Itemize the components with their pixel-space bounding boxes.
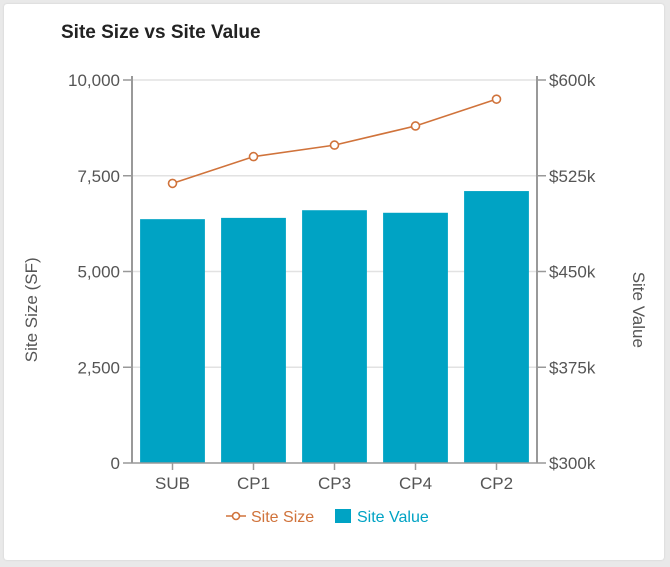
right-tick-label: $450k — [549, 263, 596, 282]
left-tick-label: 10,000 — [68, 71, 120, 90]
bar-cp3[interactable] — [302, 210, 367, 463]
x-tick-label-sub: SUB — [155, 474, 190, 493]
x-tick-label-cp1: CP1 — [237, 474, 270, 493]
left-tick-label: 7,500 — [77, 167, 120, 186]
x-tick-label-cp3: CP3 — [318, 474, 351, 493]
right-tick-label: $600k — [549, 71, 596, 90]
axes — [123, 76, 546, 470]
bar-cp2[interactable] — [464, 191, 529, 463]
left-tick-label: 5,000 — [77, 263, 120, 282]
legend-marker-swatch — [231, 511, 241, 521]
legend-label-site-value: Site Value — [357, 509, 429, 526]
legend-label-site-size: Site Size — [251, 509, 314, 526]
bar-cp4[interactable] — [383, 212, 448, 463]
site-size-point-cp1[interactable] — [248, 151, 259, 162]
axis-labels: 0 2,500 5,000 7,500 10,000 $300k $375k $450k $52… — [22, 71, 648, 493]
site-value-bars — [140, 191, 529, 463]
x-tick-label-cp2: CP2 — [480, 474, 513, 493]
bar-sub[interactable] — [140, 219, 205, 463]
bar-cp1[interactable] — [221, 217, 286, 463]
site-size-point-cp3[interactable] — [329, 140, 340, 150]
left-tick-label: 2,500 — [77, 358, 120, 377]
left-axis-title: Site Size (SF) — [22, 257, 41, 362]
x-tick-label-cp4: CP4 — [399, 474, 432, 493]
chart-title: Site Size vs Site Value — [61, 22, 261, 43]
legend[interactable]: Site Size Site Value — [226, 509, 429, 526]
site-size-point-cp2[interactable] — [491, 94, 502, 104]
legend-bar-swatch — [335, 509, 351, 523]
site-size-point-sub[interactable] — [167, 178, 178, 189]
site-size-line — [167, 94, 502, 189]
left-tick-label: 0 — [111, 454, 120, 473]
right-tick-label: $300k — [549, 454, 596, 473]
site-size-point-cp4[interactable] — [410, 121, 421, 131]
right-axis-title: Site Value — [629, 272, 648, 348]
legend-item-site-size[interactable]: Site Size — [226, 509, 314, 526]
right-tick-label: $375k — [549, 358, 596, 377]
right-tick-label: $525k — [549, 167, 596, 186]
legend-item-site-value[interactable]: Site Value — [335, 509, 429, 526]
